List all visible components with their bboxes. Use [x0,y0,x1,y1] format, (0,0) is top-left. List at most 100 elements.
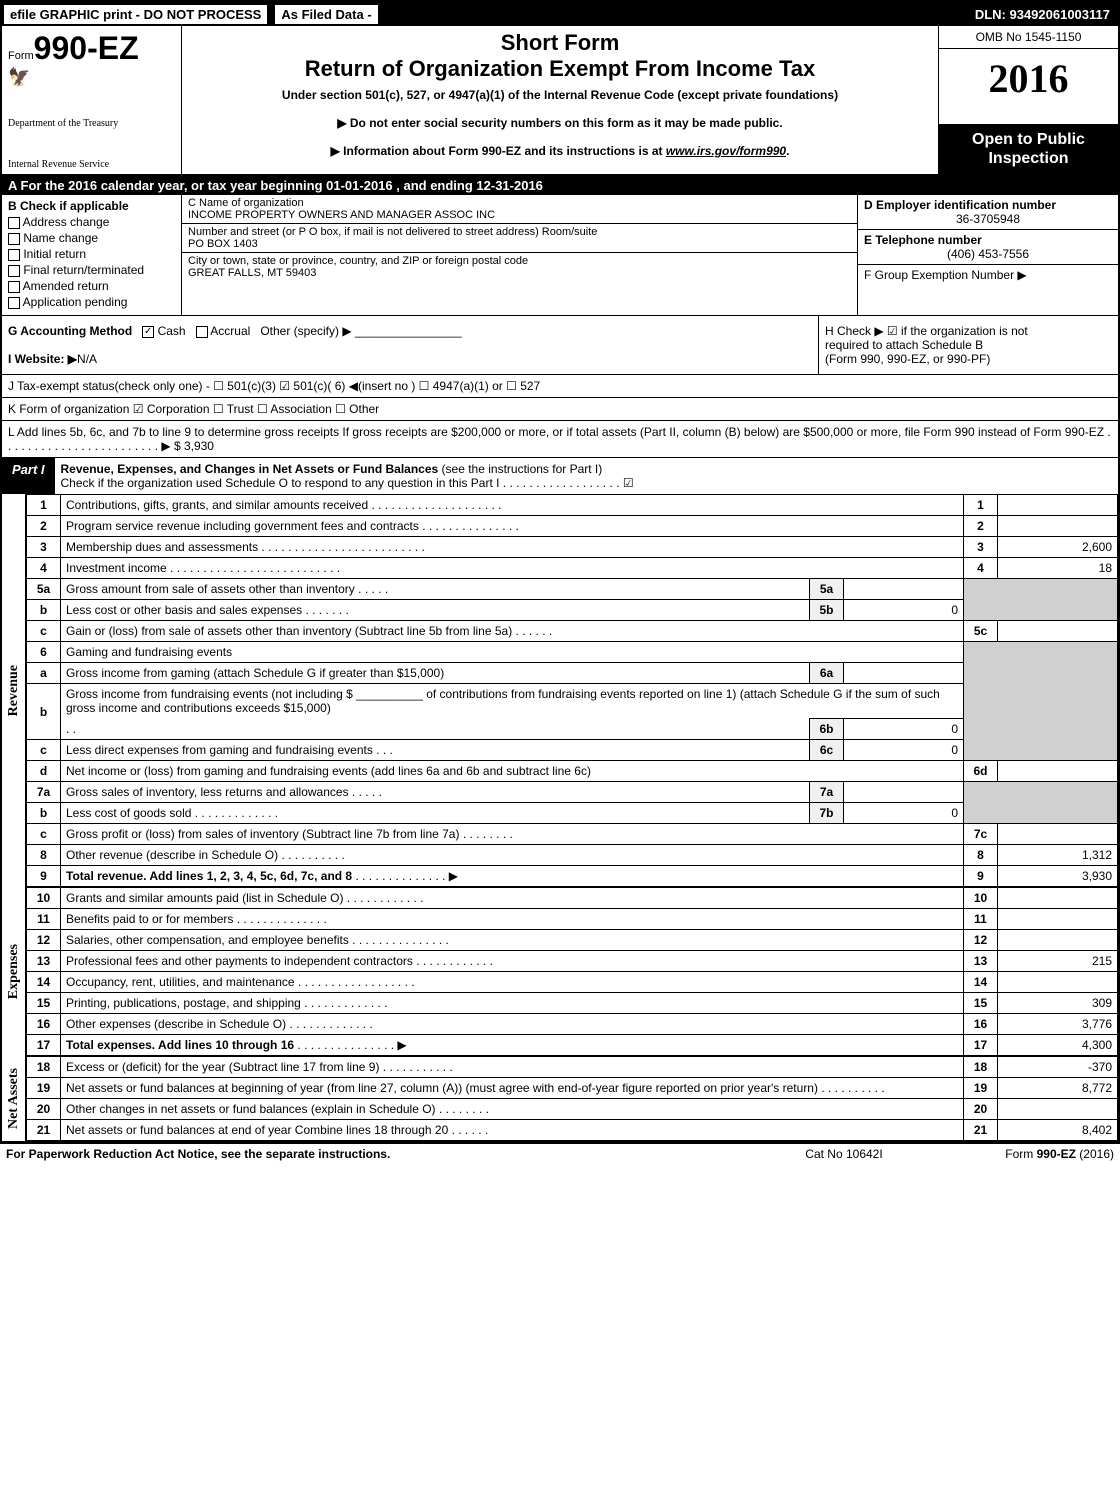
line-3: 3Membership dues and assessments . . . .… [27,537,1118,558]
checkbox-icon[interactable] [8,281,20,293]
short-form-title: Short Form [190,30,930,56]
line-5b: bLess cost or other basis and sales expe… [27,600,1118,621]
checkbox-cash[interactable]: ✓ [142,326,154,338]
note-info: ▶ Information about Form 990-EZ and its … [190,144,930,158]
dln-number: DLN: 93492061003117 [967,5,1118,24]
line-8: 8Other revenue (describe in Schedule O) … [27,845,1118,866]
under-section: Under section 501(c), 527, or 4947(a)(1)… [190,88,930,102]
footer-right: Form 990-EZ (2016) [934,1147,1114,1161]
line-4: 4Investment income . . . . . . . . . . .… [27,558,1118,579]
eagle-icon: 🦅 [8,67,175,88]
section-k: K Form of organization ☑ Corporation ☐ T… [2,398,1118,421]
header-left: Form990-EZ 🦅 Department of the Treasury … [2,26,182,174]
expenses-block: Expenses 10Grants and similar amounts pa… [2,887,1118,1056]
netassets-table: 18Excess or (deficit) for the year (Subt… [26,1056,1118,1141]
line-17: 17Total expenses. Add lines 10 through 1… [27,1035,1118,1056]
line-1: 1Contributions, gifts, grants, and simil… [27,495,1118,516]
line-10: 10Grants and similar amounts paid (list … [27,888,1118,909]
line-21: 21Net assets or fund balances at end of … [27,1120,1118,1141]
i-label: I Website: ▶ [8,352,77,366]
checkbox-icon[interactable] [8,249,20,261]
org-city: GREAT FALLS, MT 59403 [188,267,851,279]
section-b-title: B Check if applicable [8,199,175,213]
org-name-block: C Name of organization INCOME PROPERTY O… [182,195,857,224]
checkbox-icon[interactable] [8,265,20,277]
checkbox-icon[interactable] [8,297,20,309]
org-city-label: City or town, state or province, country… [188,255,851,267]
check-application-pending: Application pending [8,295,175,309]
part1-check: ☑ [623,476,634,490]
h-line1: H Check ▶ ☑ if the organization is not [825,324,1112,338]
ein-label: D Employer identification number [864,198,1112,212]
section-d-e-f: D Employer identification number 36-3705… [858,195,1118,315]
org-name-label: C Name of organization [188,197,851,209]
phone-label: E Telephone number [864,233,1112,247]
org-addr: PO BOX 1403 [188,238,851,250]
page-footer: For Paperwork Reduction Act Notice, see … [0,1143,1120,1164]
line-9: 9Total revenue. Add lines 1, 2, 3, 4, 5c… [27,866,1118,887]
check-amended-return: Amended return [8,279,175,293]
footer-mid: Cat No 10642I [754,1147,934,1161]
efile-banner: efile GRAPHIC print - DO NOT PROCESS [2,3,269,26]
omb-number: OMB No 1545-1150 [939,26,1118,49]
check-name-change: Name change [8,231,175,245]
line-14: 14Occupancy, rent, utilities, and mainte… [27,972,1118,993]
irs-link[interactable]: www.irs.gov/form990 [666,144,786,158]
tax-year: 2016 [939,49,1118,124]
check-final-return: Final return/terminated [8,263,175,277]
open-public-badge: Open to Public Inspection [939,124,1118,174]
line-7c: cGross profit or (loss) from sales of in… [27,824,1118,845]
revenue-block: Revenue 1Contributions, gifts, grants, a… [2,494,1118,887]
part-1-header: Part I Revenue, Expenses, and Changes in… [2,458,1118,494]
footer-left: For Paperwork Reduction Act Notice, see … [6,1147,754,1161]
line-5a: 5aGross amount from sale of assets other… [27,579,1118,600]
line-13: 13Professional fees and other payments t… [27,951,1118,972]
checkbox-accrual[interactable] [196,326,208,338]
line-7b: bLess cost of goods sold . . . . . . . .… [27,803,1118,824]
line-7a: 7aGross sales of inventory, less returns… [27,782,1118,803]
form-number: 990-EZ [34,30,139,66]
section-l: L Add lines 5b, 6c, and 7b to line 9 to … [2,421,1118,458]
check-address-change: Address change [8,215,175,229]
l-amount: ▶ $ 3,930 [161,439,214,453]
note-info-pre: ▶ Information about Form 990-EZ and its … [331,144,666,158]
section-h: H Check ▶ ☑ if the organization is not r… [818,316,1118,374]
checkbox-icon[interactable] [8,217,20,229]
line-12: 12Salaries, other compensation, and empl… [27,930,1118,951]
section-c: C Name of organization INCOME PROPERTY O… [182,195,858,315]
form-title: Return of Organization Exempt From Incom… [190,56,930,82]
expenses-table: 10Grants and similar amounts paid (list … [26,887,1118,1056]
line-18: 18Excess or (deficit) for the year (Subt… [27,1057,1118,1078]
org-addr-block: Number and street (or P O box, if mail i… [182,224,857,253]
section-j: J Tax-exempt status(check only one) - ☐ … [2,375,1118,398]
dept-treasury: Department of the Treasury [8,118,175,129]
checkbox-icon[interactable] [8,233,20,245]
sections-b-c-d: B Check if applicable Address change Nam… [2,195,1118,316]
website-value: N/A [77,352,97,366]
section-b: B Check if applicable Address change Nam… [2,195,182,315]
g-label: G Accounting Method [8,324,132,338]
line-19: 19Net assets or fund balances at beginni… [27,1078,1118,1099]
expenses-side-label: Expenses [2,887,26,1056]
line-11: 11Benefits paid to or for members . . . … [27,909,1118,930]
group-exemption-label: F Group Exemption Number ▶ [864,268,1112,282]
line-15: 15Printing, publications, postage, and s… [27,993,1118,1014]
netassets-block: Net Assets 18Excess or (deficit) for the… [2,1056,1118,1141]
phone-value: (406) 453-7556 [864,247,1112,261]
line-5c: cGain or (loss) from sale of assets othe… [27,621,1118,642]
revenue-side-label: Revenue [2,494,26,887]
org-addr-label: Number and street (or P O box, if mail i… [188,226,851,238]
section-a: A For the 2016 calendar year, or tax yea… [2,176,1118,195]
asfiled-banner: As Filed Data - [273,3,379,26]
sections-g-h: G Accounting Method ✓ Cash Accrual Other… [2,316,1118,375]
phone-block: E Telephone number (406) 453-7556 [858,230,1118,265]
note-ssn: ▶ Do not enter social security numbers o… [190,116,930,130]
form-page: efile GRAPHIC print - DO NOT PROCESS As … [0,0,1120,1143]
line-6b-2: . .6b0 [27,719,1118,740]
ein-block: D Employer identification number 36-3705… [858,195,1118,230]
line-2: 2Program service revenue including gover… [27,516,1118,537]
netassets-side-label: Net Assets [2,1056,26,1141]
irs-label: Internal Revenue Service [8,159,175,170]
line-6b-1: bGross income from fundraising events (n… [27,684,1118,719]
ein-value: 36-3705948 [864,212,1112,226]
